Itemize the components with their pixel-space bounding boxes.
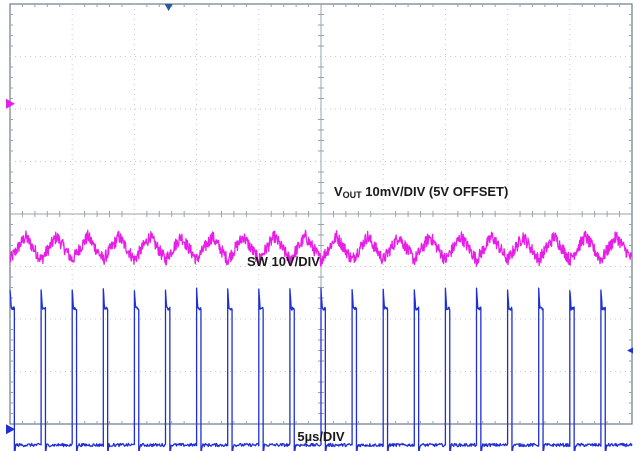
sw-annotation: SW 10V/DIV (247, 254, 320, 269)
trace-sw (9, 287, 633, 451)
vout-annotation-main: V (334, 184, 343, 199)
channel-markers (6, 4, 633, 435)
trigger-time-marker (164, 4, 173, 11)
trigger-level-marker (627, 347, 633, 354)
waveform-traces (9, 229, 633, 451)
channel-marker-sw (6, 424, 15, 435)
vout-annotation: VOUT 10mV/DIV (5V OFFSET) (334, 184, 508, 200)
vout-annotation-rest: 10mV/DIV (5V OFFSET) (361, 184, 509, 199)
vout-annotation-sub: OUT (342, 190, 362, 200)
channel-marker-vout (6, 98, 15, 109)
x-axis-label: 5µs/DIV (297, 429, 345, 444)
trace-vout (9, 229, 633, 267)
